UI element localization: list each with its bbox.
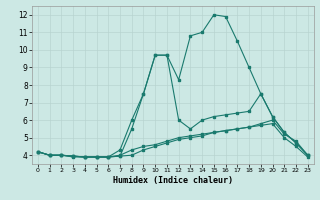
X-axis label: Humidex (Indice chaleur): Humidex (Indice chaleur) [113, 176, 233, 185]
